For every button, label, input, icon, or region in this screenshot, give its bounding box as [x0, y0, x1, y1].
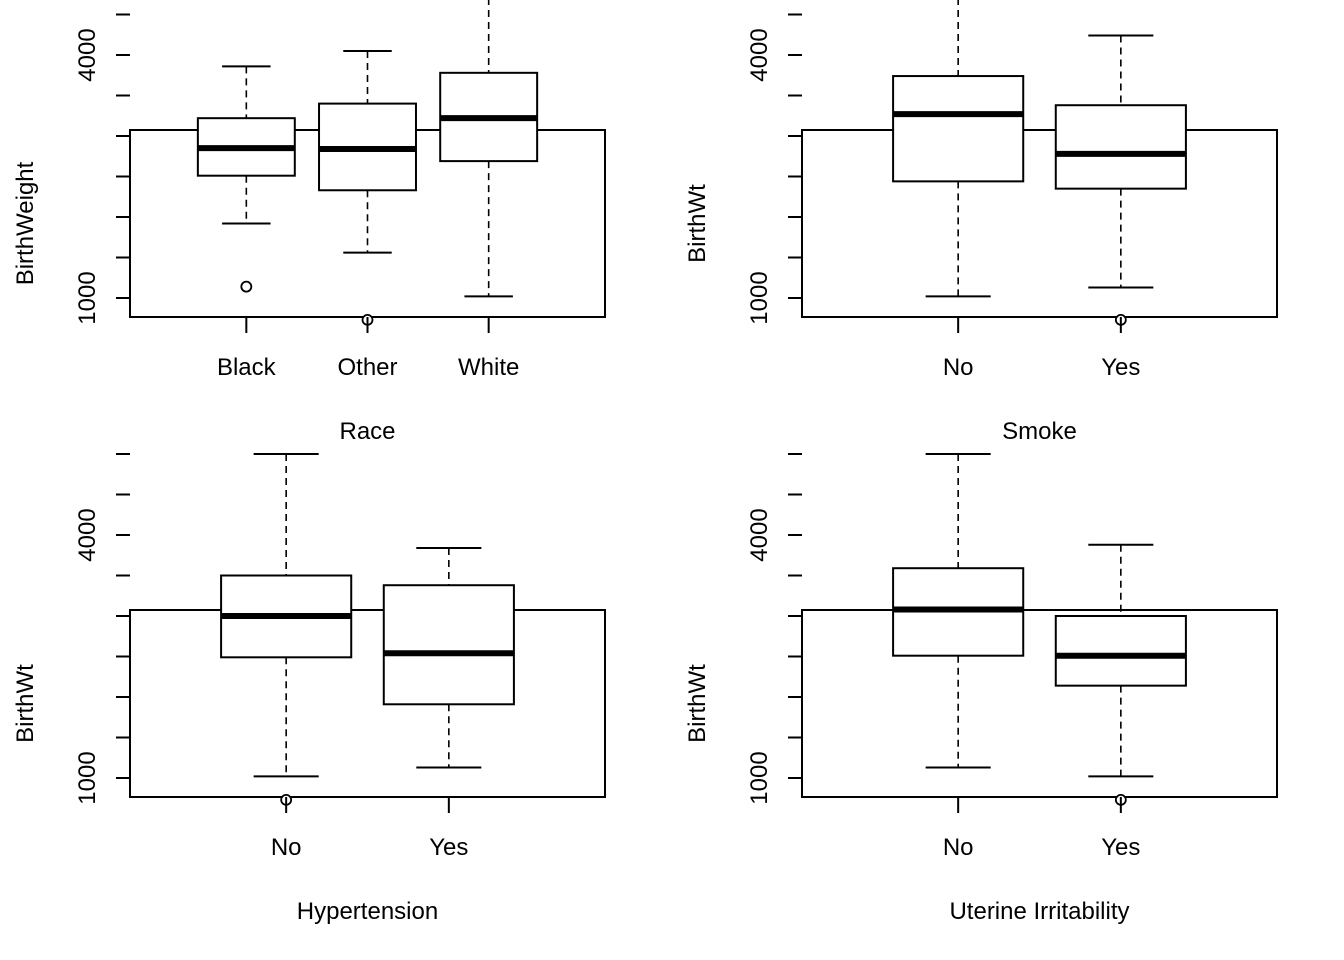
plot-frame [129, 609, 606, 798]
x-tick-label: Yes [1101, 354, 1140, 381]
box-iqr [382, 584, 515, 706]
y-axis-label: BirthWt [12, 664, 39, 743]
x-tick-label: Yes [1101, 834, 1140, 861]
boxplot-panel: 1000 4000 No Yes Uterine Irritability BirthWt [684, 453, 1278, 925]
x-axis-label: Hypertension [297, 898, 438, 925]
y-tick-label: 4000 [746, 508, 773, 561]
plot-frame [801, 609, 1278, 798]
y-axis-label: BirthWt [684, 664, 711, 743]
x-tick-label: Black [217, 354, 277, 381]
x-tick-label: Other [337, 354, 397, 381]
y-tick-label: 4000 [746, 28, 773, 81]
y-axis-label: BirthWeight [12, 161, 39, 285]
y-tick-label: 1000 [746, 271, 773, 324]
plot-frame [801, 129, 1278, 318]
y-tick-label: 1000 [746, 751, 773, 804]
y-tick-label: 4000 [74, 508, 101, 561]
x-tick-label: Yes [429, 834, 468, 861]
x-tick-label: White [458, 354, 519, 381]
y-tick-label: 1000 [74, 271, 101, 324]
box-iqr [892, 75, 1025, 183]
boxplot-panel: 1000 4000 Black Other White Race BirthWeight [12, 0, 606, 445]
boxplot-panel: 1000 4000 No Yes Hypertension BirthWt [12, 453, 606, 925]
box-iqr [1054, 104, 1187, 190]
y-tick-label: 4000 [74, 28, 101, 81]
x-tick-label: No [271, 834, 302, 861]
y-tick-label: 1000 [74, 751, 101, 804]
x-tick-label: No [943, 834, 974, 861]
y-axis-label: BirthWt [684, 184, 711, 263]
boxplot-panel: 1000 4000 No Yes Smoke BirthWt [684, 0, 1278, 445]
x-axis-label: Race [339, 418, 395, 445]
outlier-point [240, 280, 253, 293]
x-tick-label: No [943, 354, 974, 381]
x-axis-label: Uterine Irritability [949, 898, 1129, 925]
box-iqr [1054, 615, 1187, 687]
x-axis-label: Smoke [1002, 418, 1077, 445]
